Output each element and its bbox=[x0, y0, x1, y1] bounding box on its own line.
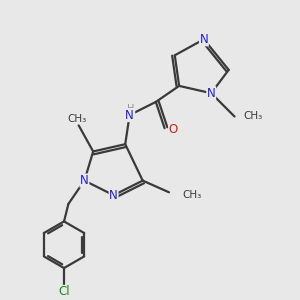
Text: CH₃: CH₃ bbox=[182, 190, 201, 200]
Text: N: N bbox=[200, 33, 208, 46]
Text: O: O bbox=[169, 123, 178, 136]
Text: CH₃: CH₃ bbox=[68, 114, 87, 124]
Text: N: N bbox=[207, 87, 216, 100]
Text: N: N bbox=[125, 109, 134, 122]
Text: CH₃: CH₃ bbox=[243, 112, 262, 122]
Text: N: N bbox=[109, 189, 118, 202]
Text: H: H bbox=[128, 103, 135, 114]
Text: N: N bbox=[80, 174, 89, 187]
Text: Cl: Cl bbox=[58, 285, 70, 298]
